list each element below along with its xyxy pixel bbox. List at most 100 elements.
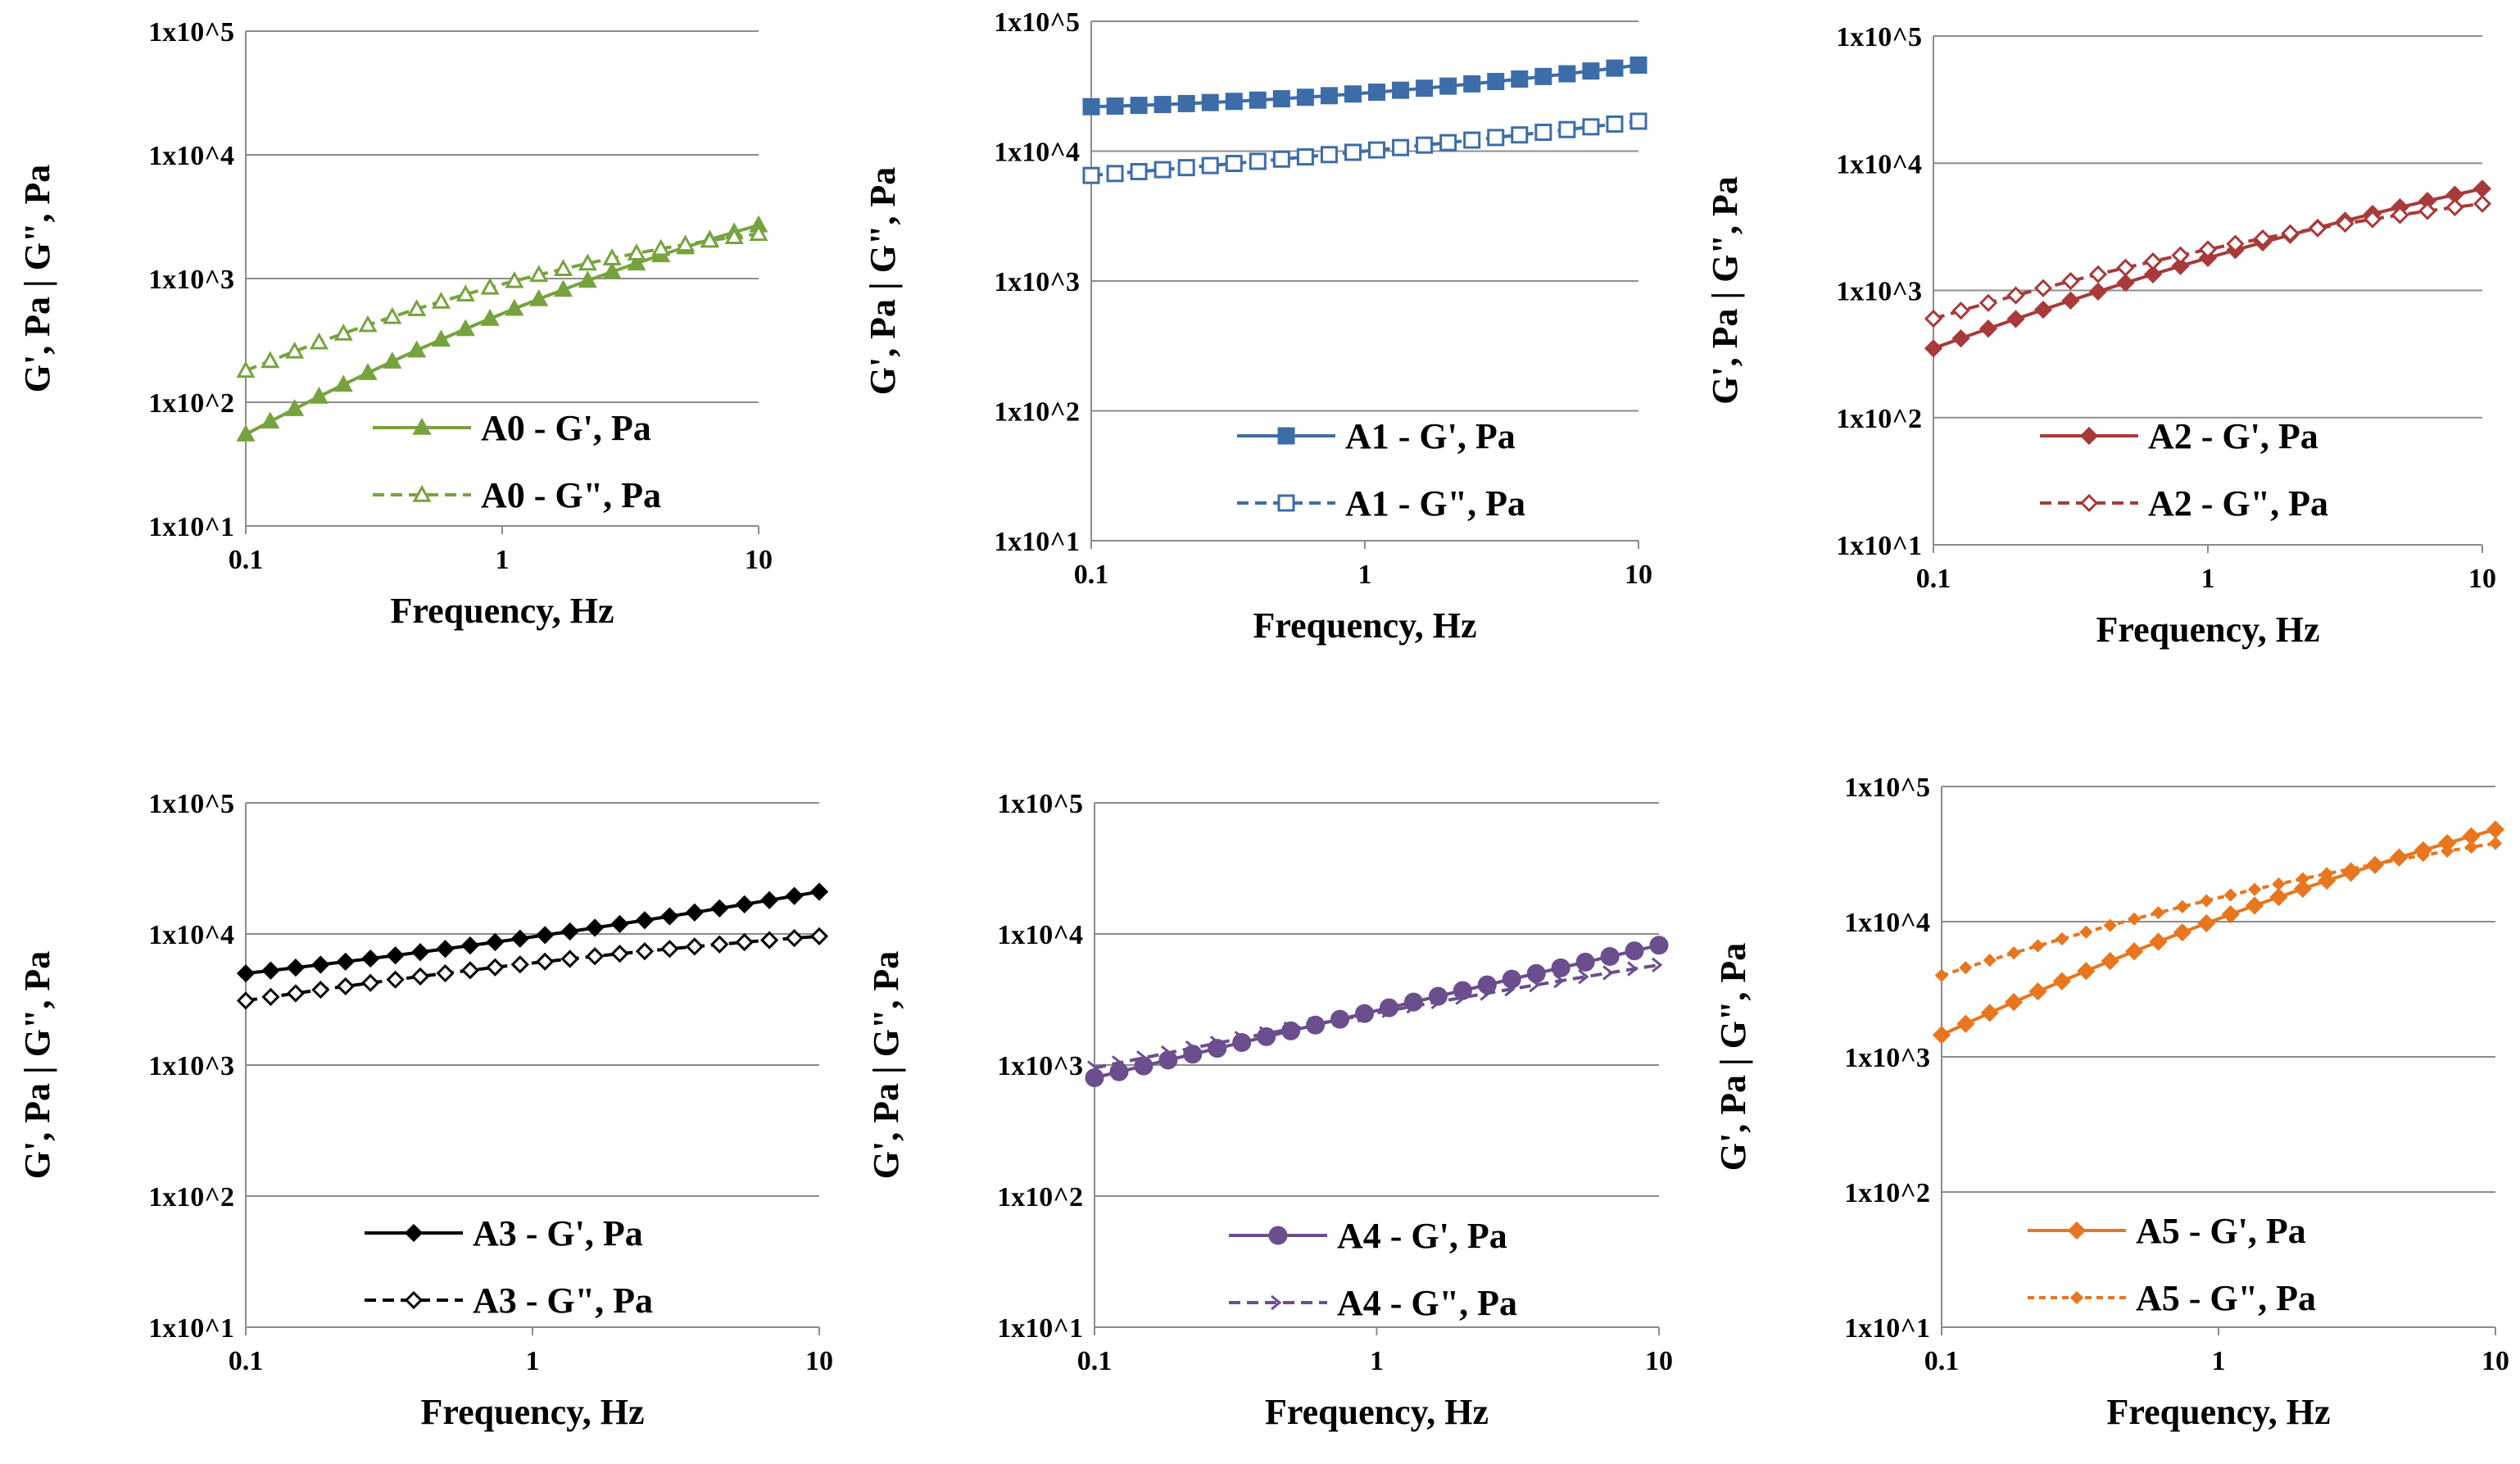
- x-tick-label: 0.1: [1077, 1346, 1113, 1376]
- data-point: [1249, 152, 1267, 170]
- data-point: [1932, 1026, 1951, 1045]
- y-tick-label: 1x10^2: [997, 1182, 1083, 1212]
- series-line: [1941, 841, 2496, 977]
- legend-marker: [1277, 494, 1295, 512]
- data-point: [311, 955, 330, 974]
- data-point: [710, 899, 729, 918]
- legend-entry-2: A0 - G", Pa: [373, 475, 661, 515]
- x-tick-label: 10: [2468, 564, 2496, 594]
- data-point: [2151, 906, 2165, 920]
- y-tick-label: 1x10^1: [1844, 1313, 1930, 1344]
- data-point: [1627, 961, 1638, 977]
- data-point: [1272, 90, 1290, 108]
- legend-marker: [2069, 1290, 2084, 1305]
- data-point: [635, 942, 655, 961]
- y-tick-label: 1x10^5: [997, 789, 1083, 819]
- data-point: [261, 411, 280, 429]
- data-point: [2269, 887, 2288, 907]
- data-point: [2472, 194, 2492, 213]
- x-tick-label: 0.1: [229, 545, 264, 575]
- data-point: [1357, 1007, 1368, 1023]
- data-point: [2079, 925, 2093, 939]
- data-point: [1234, 1031, 1246, 1046]
- data-point: [1629, 112, 1648, 130]
- data-point: [1082, 166, 1100, 184]
- series-line: [1090, 119, 1639, 178]
- data-point: [1534, 123, 1552, 141]
- data-point: [460, 961, 480, 980]
- data-point: [529, 265, 549, 283]
- data-point: [2052, 972, 2072, 990]
- data-point: [1487, 72, 1505, 90]
- data-point: [1406, 999, 1417, 1014]
- legend-entry-1: A1 - G', Pa: [1237, 416, 1516, 456]
- data-point: [2005, 993, 2024, 1012]
- series-line: [1094, 963, 1660, 1070]
- data-point: [2486, 820, 2505, 839]
- data-point: [410, 967, 430, 986]
- data-point: [585, 918, 605, 937]
- legend-label: A2 - G', Pa: [2148, 416, 2318, 456]
- legend-entry-2: A2 - G", Pa: [2040, 483, 2328, 524]
- data-point: [358, 315, 378, 333]
- y-tick-label: 1x10^1: [148, 512, 234, 542]
- data-point: [710, 935, 729, 954]
- series-line: [1090, 63, 1639, 109]
- data-point: [1308, 1017, 1320, 1032]
- legend-label: A2 - G", Pa: [2148, 483, 2328, 524]
- data-point: [1652, 957, 1663, 973]
- legend-label: A1 - G", Pa: [1345, 483, 1525, 524]
- series-line: [1941, 827, 2496, 1037]
- y-tick-label: 1x10^4: [994, 138, 1080, 168]
- x-tick-label: 1: [526, 1346, 540, 1376]
- data-point: [2173, 923, 2192, 942]
- x-tick-label: 0.1: [229, 1346, 264, 1376]
- data-point: [286, 959, 305, 977]
- series-1: [1924, 179, 2492, 358]
- data-point: [1600, 947, 1620, 967]
- legend-marker: [2079, 426, 2099, 446]
- legend-label: A4 - G", Pa: [1337, 1283, 1517, 1323]
- data-point: [2472, 179, 2492, 198]
- data-point: [1578, 969, 1589, 985]
- legend-entry-2: A1 - G", Pa: [1237, 483, 1525, 524]
- x-axis-title: Frequency, Hz: [391, 591, 614, 631]
- y-tick-label: 1x10^5: [1844, 773, 1930, 803]
- data-point: [1416, 136, 1434, 154]
- y-tick-label: 1x10^2: [994, 397, 1080, 428]
- data-point: [660, 907, 679, 926]
- series-line: [1933, 202, 2483, 320]
- data-point: [1087, 1060, 1099, 1076]
- data-point: [2272, 877, 2286, 891]
- data-point: [1153, 161, 1172, 179]
- data-point: [2077, 962, 2096, 981]
- data-point: [2149, 932, 2168, 951]
- y-axis-title: G', Pa | G", Pa: [863, 167, 903, 396]
- data-point: [1582, 62, 1600, 80]
- data-point: [285, 399, 305, 416]
- data-point: [2464, 840, 2478, 854]
- data-point: [2293, 879, 2312, 898]
- data-point: [383, 351, 402, 369]
- data-point: [578, 270, 597, 288]
- data-point: [685, 937, 704, 956]
- series-2: [1087, 957, 1663, 1076]
- data-point: [505, 298, 524, 316]
- data-point: [700, 230, 719, 248]
- legend-entry-2: A3 - G", Pa: [365, 1280, 653, 1321]
- data-point: [386, 946, 405, 965]
- data-point: [1629, 56, 1648, 74]
- data-point: [1249, 91, 1267, 109]
- data-point: [2392, 853, 2406, 867]
- data-point: [749, 224, 768, 242]
- data-point: [724, 227, 744, 245]
- x-axis-title: Frequency, Hz: [1253, 605, 1477, 646]
- legend-marker: [2067, 1221, 2087, 1240]
- data-point: [1625, 941, 1644, 961]
- data-point: [236, 991, 256, 1010]
- chart-panel-6: 1x10^1 1x10^2 1x10^3 1x10^4 1x10^5 0.1 1 10 Freq…: [1713, 773, 2509, 1432]
- data-point: [1558, 65, 1576, 83]
- data-point: [602, 248, 622, 265]
- data-point: [383, 306, 402, 324]
